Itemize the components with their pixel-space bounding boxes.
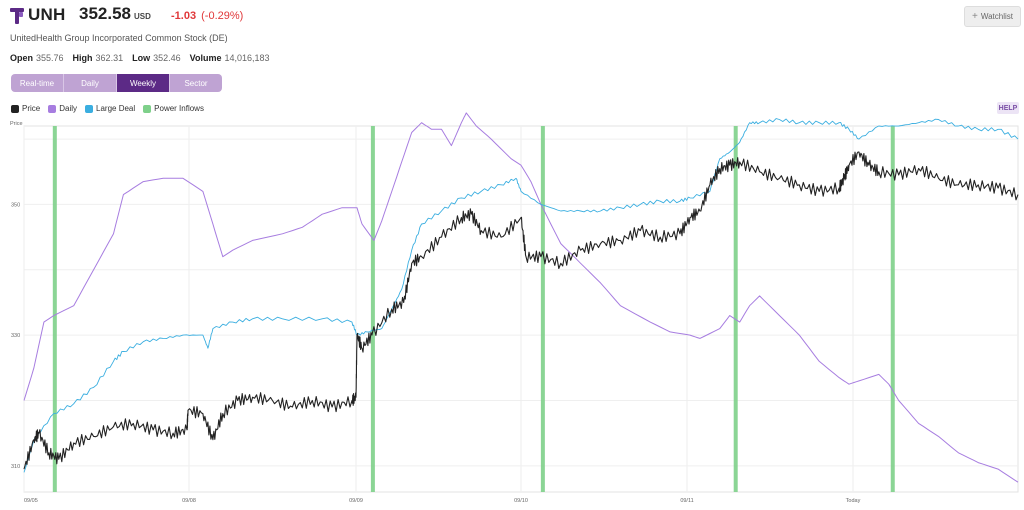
price-change-value: -1.03 [171,10,197,22]
x-tick-label: 09/08 [182,498,196,504]
power-inflow-bar [733,126,738,492]
y-axis-label: Price [10,121,23,127]
stat-low: Low 352.46 [132,53,181,63]
price-change-percent: (-0.29%) [201,10,244,22]
legend-price[interactable]: Price [11,104,40,113]
chart-legend: Price Daily Large Deal Power Inflows [11,104,204,113]
plus-icon: + [972,11,978,22]
legend-power-inflows[interactable]: Power Inflows [143,104,204,113]
x-tick-label: 09/11 [680,498,693,504]
power-inflow-bar [52,126,57,492]
power-inflow-bar [540,126,545,492]
power-inflow-bar [890,126,895,492]
stat-open: Open 355.76 [10,53,64,63]
company-name: UnitedHealth Group Incorporated Common S… [10,33,228,43]
y-tick-label: 310 [11,464,20,470]
daily-series-line [23,112,1019,483]
brand-logo-icon [10,8,24,24]
watchlist-label: Watchlist [980,12,1013,21]
tab-sector[interactable]: Sector [170,74,222,92]
y-tick-label: 330 [11,333,20,339]
y-tick-label: 350 [11,202,20,208]
tab-weekly[interactable]: Weekly [117,74,170,92]
currency-label: USD [134,12,151,21]
power-inflow-bar [370,126,375,492]
stat-volume: Volume 14,016,183 [189,53,270,63]
current-price: 352.58 [79,4,131,23]
legend-large-deal[interactable]: Large Deal [85,104,135,113]
price-series-line [23,151,1019,470]
legend-daily[interactable]: Daily [48,104,77,113]
x-tick-label: 09/10 [514,498,528,504]
ticker-symbol: UNH [28,5,66,24]
x-tick-label: 09/05 [24,498,38,504]
large-deal-series-line [23,118,1019,473]
tab-daily[interactable]: Daily [64,74,117,92]
stat-high: High 362.31 [72,53,124,63]
timeframe-tabs: Real-time Daily Weekly Sector [11,74,222,92]
watchlist-button[interactable]: + Watchlist [964,6,1021,27]
x-tick-label: 09/09 [349,498,363,504]
tab-real-time[interactable]: Real-time [11,74,64,92]
stats-bar: Open 355.76 High 362.31 Low 352.46 Volume 14… [10,53,270,63]
price-change: -1.03 (-0.29%) [171,10,243,22]
help-button[interactable]: HELP [997,102,1019,114]
x-tick-label: Today [846,498,861,504]
